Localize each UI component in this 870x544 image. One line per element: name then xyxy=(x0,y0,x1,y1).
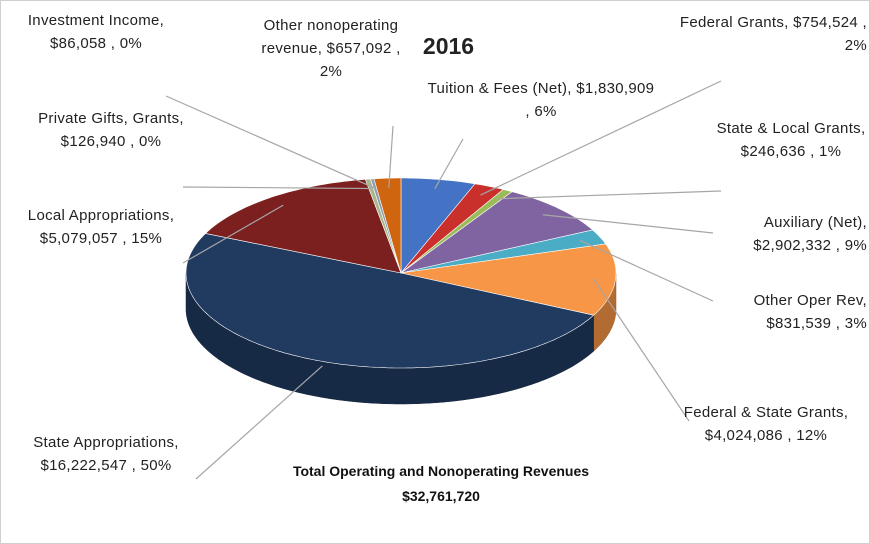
leader-line xyxy=(182,186,372,190)
annotation: $32,761,720 xyxy=(402,488,480,504)
category-label: Other Oper Rev, xyxy=(753,292,867,309)
category-label: Private Gifts, Grants, xyxy=(38,110,184,127)
data-label: State Appropriations, $16,222,547 , 50% xyxy=(11,431,201,477)
slice xyxy=(373,177,402,274)
value-label: $1,830,909 , 6% xyxy=(525,80,655,120)
data-label: State & Local Grants, $246,636 , 1% xyxy=(706,117,869,163)
data-label: Other Oper Rev, $831,539 , 3% xyxy=(697,289,867,335)
value-label: $126,940 , 0% xyxy=(60,133,162,150)
chart-title: 2016 xyxy=(422,33,475,59)
value-label: $657,092 , 2% xyxy=(319,40,401,80)
value-label: $4,024,086 , 12% xyxy=(704,427,828,444)
category-label: Federal Grants, xyxy=(679,14,789,31)
data-label: Local Appropriations, $5,079,057 , 15% xyxy=(1,204,201,250)
leader-line xyxy=(165,95,376,189)
data-label: Private Gifts, Grants, $126,940 , 0% xyxy=(26,107,196,153)
value-label: $5,079,057 , 15% xyxy=(39,230,163,247)
data-label: Federal & State Grants, $4,024,086 , 12% xyxy=(671,401,861,447)
value-label: $754,524 , 2% xyxy=(793,14,867,54)
annotation: Total Operating and Nonoperating Revenue… xyxy=(292,463,590,479)
leader-line xyxy=(593,279,690,422)
leader-line xyxy=(182,204,284,264)
leader-line xyxy=(388,125,394,188)
slice xyxy=(400,183,504,274)
leader-line xyxy=(579,239,714,302)
data-label: Tuition & Fees (Net), $1,830,909 , 6% xyxy=(426,77,656,123)
value-label: $16,222,547 , 50% xyxy=(40,457,172,474)
leader-line xyxy=(434,138,464,190)
leader-line xyxy=(195,365,323,480)
slice xyxy=(185,233,595,369)
data-label: Auxiliary (Net), $2,902,332 , 9% xyxy=(697,211,867,257)
category-label: Federal & State Grants, xyxy=(683,404,849,421)
slice xyxy=(400,229,607,274)
data-label: Other nonoperating revenue, $657,092 , 2… xyxy=(256,14,406,83)
value-label: $86,058 , 0% xyxy=(49,35,142,52)
slice xyxy=(400,191,594,274)
value-label: $246,636 , 1% xyxy=(740,143,842,160)
category-label: Local Appropriations, xyxy=(27,207,175,224)
leader-line xyxy=(480,80,722,196)
category-label: State & Local Grants, xyxy=(716,120,866,137)
category-label: Auxiliary (Net), xyxy=(763,214,867,231)
category-label: Other nonoperating revenue, xyxy=(261,17,399,57)
category-label: Investment Income, xyxy=(27,12,165,29)
value-label: $2,902,332 , 9% xyxy=(753,237,867,254)
slice xyxy=(204,178,402,274)
data-label: Federal Grants, $754,524 , 2% xyxy=(667,11,867,57)
leader-line xyxy=(542,214,714,234)
value-label: $831,539 , 3% xyxy=(766,315,867,332)
category-label: State Appropriations, xyxy=(33,434,179,451)
slice xyxy=(400,177,476,274)
category-label: Tuition & Fees (Net), xyxy=(427,80,572,97)
leader-line xyxy=(497,190,722,200)
data-label: Investment Income, $86,058 , 0% xyxy=(21,9,171,55)
